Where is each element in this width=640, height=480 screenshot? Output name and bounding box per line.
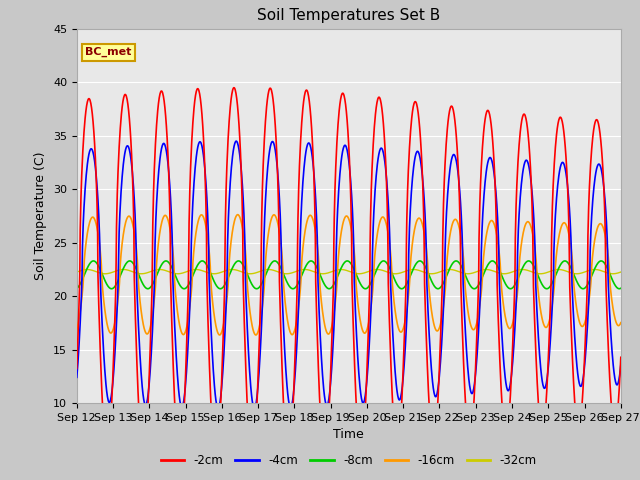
- Title: Soil Temperatures Set B: Soil Temperatures Set B: [257, 9, 440, 24]
- Legend: -2cm, -4cm, -8cm, -16cm, -32cm: -2cm, -4cm, -8cm, -16cm, -32cm: [156, 450, 541, 472]
- X-axis label: Time: Time: [333, 429, 364, 442]
- Text: BC_met: BC_met: [85, 47, 131, 57]
- Y-axis label: Soil Temperature (C): Soil Temperature (C): [35, 152, 47, 280]
